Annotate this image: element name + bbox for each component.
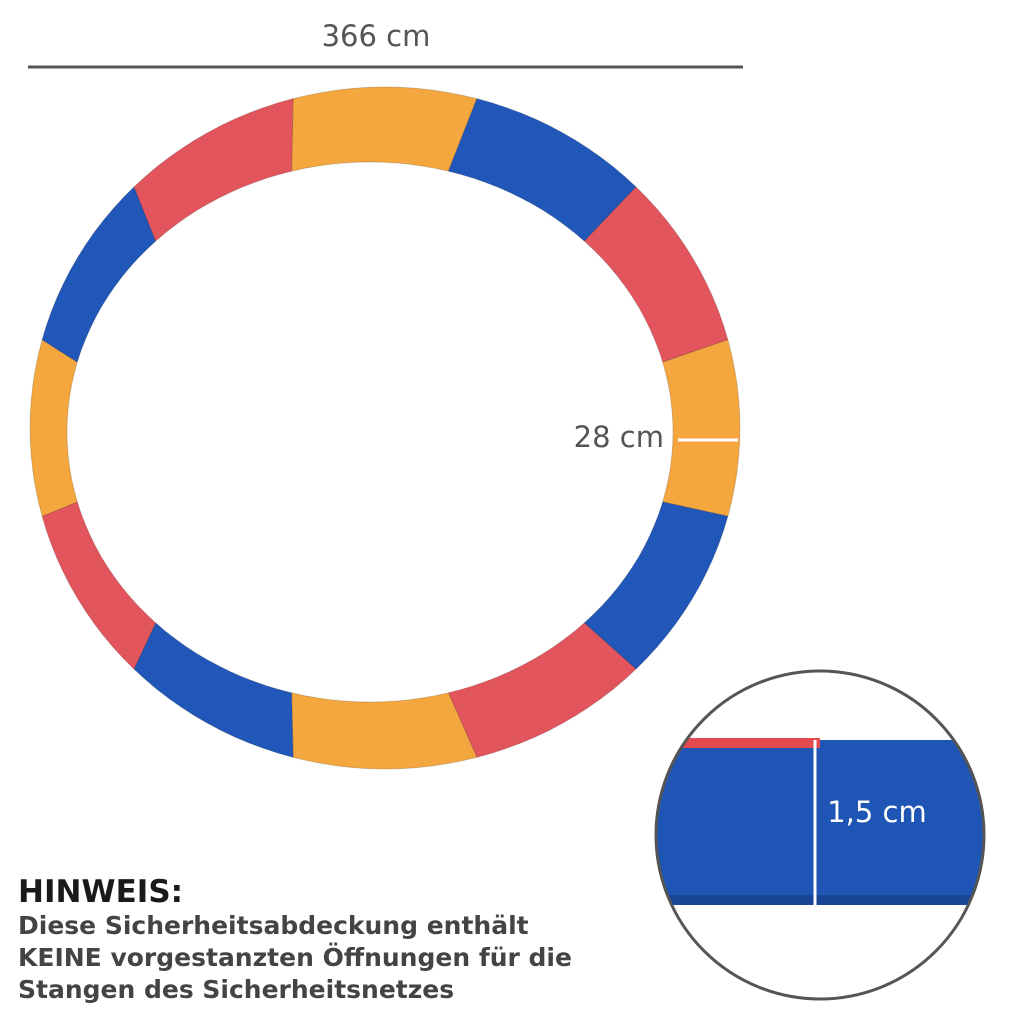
trampoline-cover [29,86,741,770]
cover-segment [291,692,478,770]
note-title: HINWEIS: [18,874,183,910]
cover-segment [291,86,478,172]
note-line: KEINE vorgestanzten Öffnungen für die [18,942,572,972]
width-label: 28 cm [574,420,664,454]
cover-segment [41,186,157,363]
cover-segment [662,339,741,517]
cover-segment [41,501,157,670]
thickness-label: 1,5 cm [827,795,927,829]
cover-segment [133,97,294,242]
zoom-detail [657,738,983,905]
note-line: Stangen des Sicherheitsnetzes [18,975,454,1004]
note-line: Diese Sicherheitsabdeckung enthält [18,911,529,940]
cover-segment [29,338,78,517]
cover-segment [133,622,294,759]
diameter-label: 366 cm [322,19,431,53]
zoom-circle [654,669,986,1001]
